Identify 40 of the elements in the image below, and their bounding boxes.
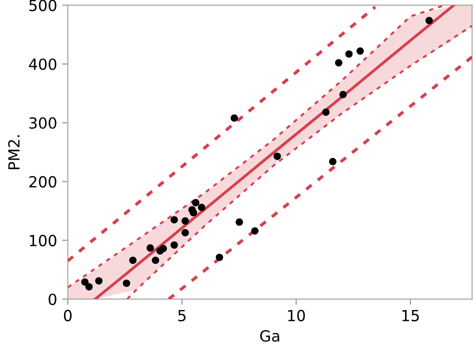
point (182, 217, 189, 225)
point (152, 256, 160, 264)
y-tick-label: 0 (48, 294, 56, 306)
point (81, 278, 89, 286)
y-tick-label: 300 (29, 117, 56, 129)
point (85, 283, 93, 290)
point (329, 158, 336, 166)
point (146, 244, 154, 252)
x-tick-label: 15 (402, 310, 419, 322)
point (339, 90, 347, 98)
point (345, 50, 353, 58)
x-tick-label: 5 (178, 310, 186, 322)
point (356, 47, 364, 55)
point (182, 229, 189, 236)
y-tick-label: 500 (29, 0, 56, 12)
point (190, 209, 198, 216)
point (425, 16, 433, 24)
point (335, 59, 342, 66)
point (230, 114, 238, 122)
point (160, 244, 167, 252)
point (274, 152, 281, 160)
point (170, 216, 178, 224)
point (95, 277, 103, 285)
point (122, 280, 130, 287)
y-tick-label: 200 (29, 176, 56, 188)
point (170, 241, 178, 249)
y-tick-label: 400 (28, 58, 56, 70)
line-series (126, 24, 472, 300)
x-tick-label: 10 (288, 310, 305, 322)
point (322, 108, 330, 116)
y-axis-title: PM2. (8, 135, 20, 170)
x-tick-label: 0 (64, 310, 72, 322)
point (251, 227, 259, 235)
point (216, 254, 224, 262)
point (192, 199, 200, 206)
point (198, 204, 206, 212)
x-axis-title: Ga (260, 330, 280, 342)
point (129, 256, 137, 264)
point (236, 218, 244, 226)
y-tick-label: 100 (30, 234, 56, 246)
